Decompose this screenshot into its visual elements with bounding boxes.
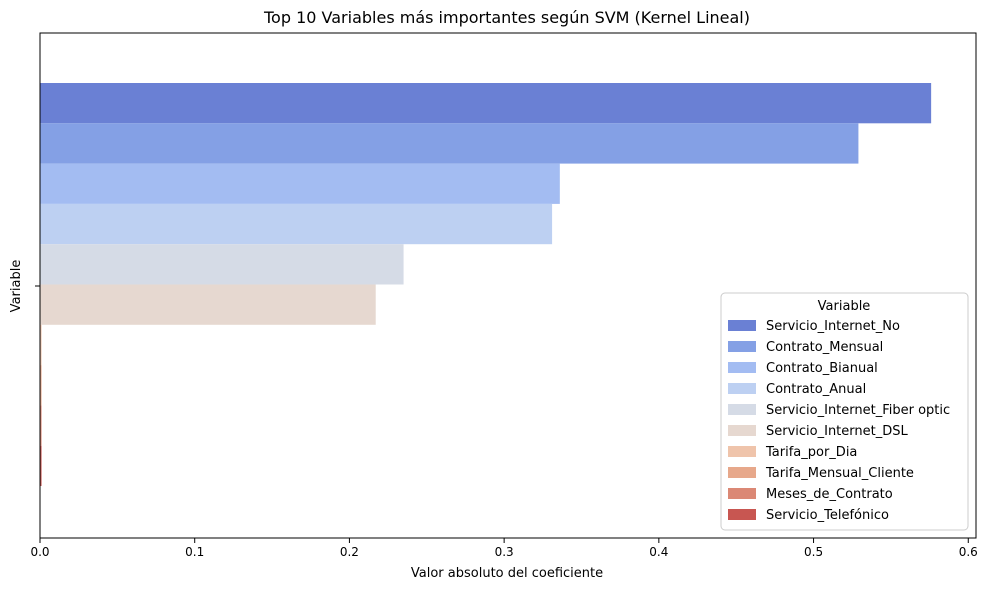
x-axis-label: Valor absoluto del coeficiente [411, 566, 603, 581]
legend-swatch-5 [728, 425, 756, 436]
legend: Variable Servicio_Internet_No Contrato_Me… [720, 292, 969, 531]
legend-swatch-7 [728, 467, 756, 478]
legend-swatch-6 [728, 446, 756, 457]
x-axis-ticks: 0.0 0.1 0.2 0.3 0.4 0.5 0.6 [30, 538, 978, 559]
legend-swatch-3 [728, 383, 756, 394]
legend-label-1: Contrato_Mensual [766, 340, 883, 355]
legend-items: Servicio_Internet_No Contrato_Mensual Cont… [728, 319, 950, 523]
x-tick-label-4: 0.4 [649, 545, 668, 559]
x-tick-label-0: 0.0 [30, 545, 49, 559]
bar-8 [40, 405, 42, 446]
bar-5 [40, 284, 376, 325]
legend-swatch-1 [728, 341, 756, 352]
legend-label-6: Tarifa_por_Dia [765, 445, 857, 460]
legend-label-9: Servicio_Telefónico [766, 508, 889, 523]
legend-label-5: Servicio_Internet_DSL [766, 424, 908, 439]
bar-9 [40, 445, 42, 486]
x-tick-label-2: 0.2 [340, 545, 359, 559]
bar-0 [40, 83, 932, 124]
chart-title: Top 10 Variables más importantes según S… [263, 8, 750, 27]
legend-swatch-2 [728, 362, 756, 373]
x-tick-label-6: 0.6 [959, 545, 978, 559]
legend-swatch-9 [728, 509, 756, 520]
bar-4 [40, 244, 404, 285]
bar-7 [40, 365, 42, 406]
legend-label-4: Servicio_Internet_Fiber optic [766, 403, 950, 418]
bars-group [40, 83, 932, 486]
x-tick-label-1: 0.1 [185, 545, 204, 559]
bar-3 [40, 203, 553, 245]
bar-6 [40, 324, 42, 366]
x-tick-label-3: 0.3 [495, 545, 514, 559]
legend-label-8: Meses_de_Contrato [766, 487, 893, 502]
legend-label-3: Contrato_Anual [766, 382, 866, 397]
x-tick-label-5: 0.5 [804, 545, 823, 559]
bar-1 [40, 123, 859, 164]
legend-label-2: Contrato_Bianual [766, 361, 878, 376]
legend-label-7: Tarifa_Mensual_Cliente [765, 466, 914, 481]
legend-label-0: Servicio_Internet_No [766, 319, 900, 334]
legend-swatch-0 [728, 320, 756, 331]
legend-title: Variable [818, 299, 871, 314]
legend-swatch-8 [728, 488, 756, 499]
legend-swatch-4 [728, 404, 756, 415]
y-axis-label: Variable [9, 260, 24, 313]
legend-box [720, 292, 969, 531]
bar-2 [40, 163, 560, 204]
